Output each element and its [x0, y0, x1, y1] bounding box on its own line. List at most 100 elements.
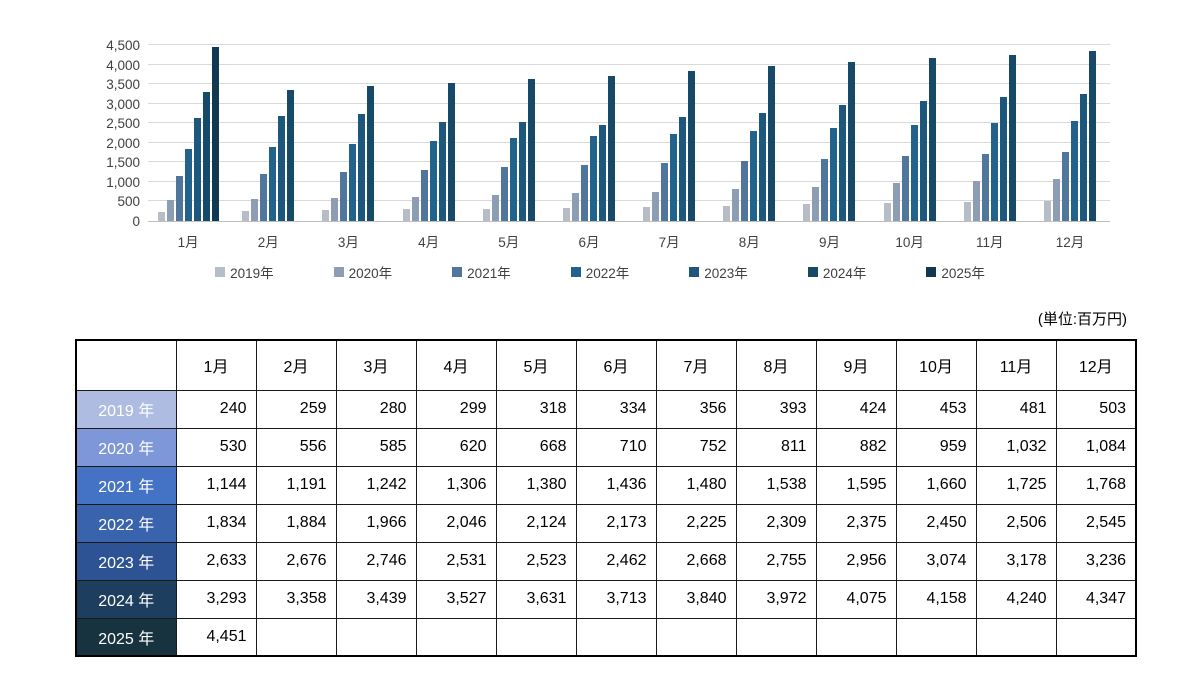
y-tick-label: 2,500 — [106, 116, 140, 132]
bar-2019-m11 — [963, 202, 971, 221]
y-tick-label: 4,000 — [106, 57, 140, 73]
table-cell: 481 — [975, 389, 1057, 429]
table-column-header-7: 7月 — [655, 339, 737, 391]
table-cell: 4,347 — [1055, 579, 1137, 619]
table-cell: 3,840 — [655, 579, 737, 619]
bar-group-5 — [469, 46, 549, 221]
bar-2021-m12 — [1061, 152, 1069, 221]
legend-label: 2023年 — [704, 266, 748, 281]
table-cell: 1,834 — [175, 503, 257, 543]
bar-group-10 — [870, 46, 950, 221]
y-tick-label: 1,000 — [106, 174, 140, 190]
bar-2019-m5 — [482, 209, 490, 221]
table-cell — [815, 617, 897, 657]
bar-2024-m5 — [527, 79, 535, 221]
table-cell: 356 — [655, 389, 737, 429]
table-row: 2020 年 530 556 585 620 668 710 752 811 882 959 1,03… — [75, 427, 1137, 467]
x-axis-label-2: 2月 — [257, 235, 279, 250]
table-cell: 2,633 — [175, 541, 257, 581]
x-axis-label-6: 6月 — [578, 235, 600, 250]
bar-2020-m8 — [732, 189, 740, 221]
bar-2022-m7 — [670, 134, 678, 221]
table-cell: 710 — [575, 427, 657, 467]
table-column-header-8: 8月 — [735, 339, 817, 391]
bar-2021-m1 — [175, 176, 183, 221]
bar-2023-m10 — [919, 101, 927, 221]
table-cell: 4,075 — [815, 579, 897, 619]
table-cell: 3,074 — [895, 541, 977, 581]
bar-2022-m8 — [750, 131, 758, 221]
bar-2022-m4 — [429, 141, 437, 221]
bar-2023-m5 — [518, 122, 526, 221]
table-row: 2021 年 1,144 1,191 1,242 1,306 1,380 1,436 1,48… — [75, 465, 1137, 505]
bar-2020-m4 — [411, 197, 419, 221]
table-cell: 2,450 — [895, 503, 977, 543]
table-cell: 2,124 — [495, 503, 577, 543]
table-column-header-9: 9月 — [815, 339, 897, 391]
unit-label: (単位:百万円) — [1037, 311, 1127, 328]
table-cell — [975, 617, 1057, 657]
bar-2023-m3 — [358, 114, 366, 221]
table-row: 2022 年 1,834 1,884 1,966 2,046 2,124 2,173 2,22… — [75, 503, 1137, 543]
bar-2021-m4 — [420, 170, 428, 221]
bar-2019-m12 — [1043, 201, 1051, 221]
table-cell: 318 — [495, 389, 577, 429]
table-body: 2019 年 240 259 280 299 318 334 356 393 424 453 481 5… — [75, 389, 1137, 657]
bar-group-9 — [789, 46, 869, 221]
bar-2019-m4 — [402, 209, 410, 221]
table-cell: 882 — [815, 427, 897, 467]
bar-2024-m1 — [202, 92, 210, 221]
table-cell: 424 — [815, 389, 897, 429]
legend-swatch-icon — [570, 267, 581, 277]
table-cell: 2,545 — [1055, 503, 1137, 543]
table-cell: 2,746 — [335, 541, 417, 581]
table-column-header-12: 12月 — [1055, 339, 1137, 391]
bar-2020-m12 — [1052, 179, 1060, 221]
table-cell: 1,084 — [1055, 427, 1137, 467]
bar-2024-m3 — [367, 86, 375, 221]
x-axis-label-7: 7月 — [658, 235, 680, 250]
bar-group-1 — [148, 46, 228, 221]
table-cell — [415, 617, 497, 657]
legend-item-2025: 2025年 — [926, 262, 985, 282]
bar-2021-m11 — [981, 154, 989, 221]
bar-2021-m3 — [340, 172, 348, 221]
bar-2025-m1 — [211, 47, 219, 221]
bar-2019-m1 — [157, 212, 165, 221]
table-cell: 2,462 — [575, 541, 657, 581]
bar-group-7 — [629, 46, 709, 221]
table-cell: 259 — [255, 389, 337, 429]
bar-2022-m5 — [509, 138, 517, 221]
bar-group-2 — [228, 46, 308, 221]
table-cell: 2,225 — [655, 503, 737, 543]
table-cell: 334 — [575, 389, 657, 429]
table-row: 2023 年 2,633 2,676 2,746 2,531 2,523 2,462 2,66… — [75, 541, 1137, 581]
table-cell: 2,375 — [815, 503, 897, 543]
table-cell: 1,538 — [735, 465, 817, 505]
bar-2020-m7 — [652, 192, 660, 221]
table-cell: 2,531 — [415, 541, 497, 581]
bar-2021-m5 — [500, 167, 508, 221]
table-cell: 2,523 — [495, 541, 577, 581]
table-cell: 2,046 — [415, 503, 497, 543]
bar-2023-m1 — [193, 118, 201, 221]
table-cell: 1,191 — [255, 465, 337, 505]
table-cell: 3,358 — [255, 579, 337, 619]
bar-2024-m7 — [688, 71, 696, 221]
legend-swatch-icon — [452, 267, 463, 277]
table-cell: 3,713 — [575, 579, 657, 619]
bar-2019-m3 — [322, 210, 330, 221]
table-cell: 959 — [895, 427, 977, 467]
bar-group-12 — [1030, 46, 1110, 221]
legend-item-2020: 2020年 — [333, 262, 392, 282]
table-column-header-11: 11月 — [975, 339, 1057, 391]
table-cell: 393 — [735, 389, 817, 429]
bar-2019-m2 — [242, 211, 250, 221]
gridline-4500 — [148, 44, 1110, 45]
legend-swatch-icon — [333, 267, 344, 277]
y-tick-label: 4,500 — [106, 38, 140, 53]
gridline-2500 — [148, 122, 1110, 124]
table-cell: 4,158 — [895, 579, 977, 619]
table-row: 2019 年 240 259 280 299 318 334 356 393 424 453 481 5… — [75, 389, 1137, 429]
row-header-2025: 2025 年 — [75, 617, 177, 657]
